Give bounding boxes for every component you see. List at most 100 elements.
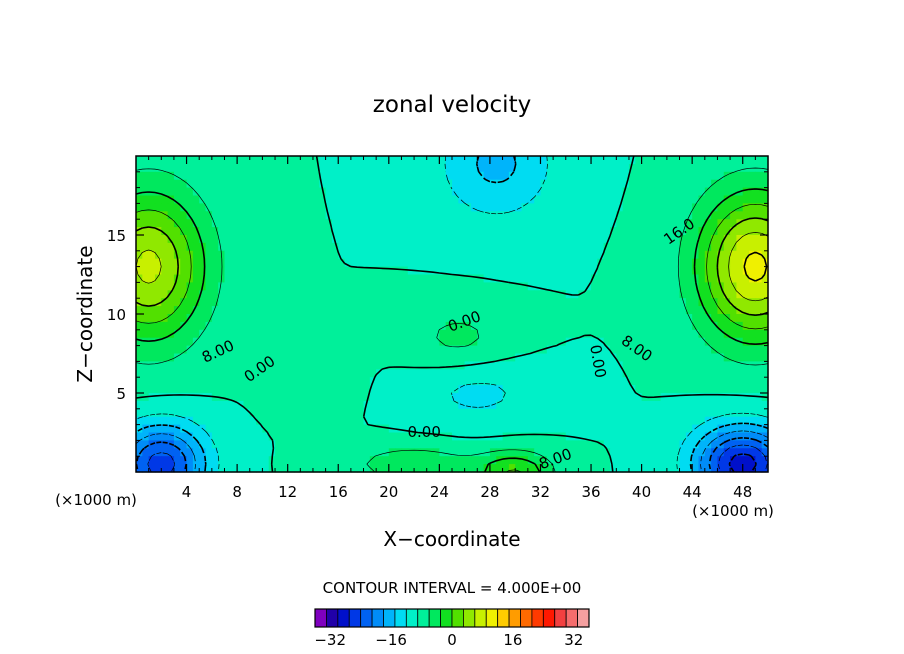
field-cell [534,235,542,244]
field-cell [572,298,579,307]
field-cell [294,274,301,283]
field-cell [553,195,561,204]
field-cell [154,337,162,347]
field-cell [395,432,403,441]
field-cell [591,456,598,465]
field-cell [723,156,731,165]
field-cell [420,171,428,181]
field-cell [281,290,289,299]
field-cell [294,337,301,347]
field-cell [294,163,301,173]
field-cell [439,274,447,283]
field-cell [723,345,731,355]
field-cell [211,171,219,181]
field-cell [237,211,245,220]
field-cell [521,282,529,291]
field-cell [616,211,624,220]
field-cell [319,306,327,315]
field-cell [553,369,561,378]
field-cell [610,393,617,402]
field-cell [262,385,270,394]
field-cell [534,321,542,331]
field-cell [736,242,744,252]
field-cell [717,195,725,204]
field-cell [243,408,251,418]
field-cell [559,203,567,212]
field-cell [306,282,314,291]
field-cell [704,432,712,441]
field-cell [673,235,681,244]
field-cell [749,385,756,394]
field-cell [192,464,200,473]
field-cell [369,266,377,276]
field-cell [230,377,238,386]
field-cell [363,163,371,173]
field-cell [736,369,744,378]
field-cell [205,179,213,189]
field-cell [635,219,643,228]
field-cell [420,163,428,173]
field-cell [161,163,169,173]
field-cell [382,369,390,378]
field-cell [616,219,624,228]
field-cell [426,219,434,228]
field-cell [641,424,649,434]
field-cell [173,171,181,181]
field-cell [660,298,668,307]
field-cell [616,464,624,473]
field-cell [540,393,548,402]
field-cell [395,156,403,165]
field-cell [388,353,396,362]
field-cell [243,456,251,465]
field-cell [458,195,466,204]
field-cell [647,361,655,370]
field-cell [388,250,396,260]
field-cell [180,424,188,434]
field-cell [338,337,346,347]
field-cell [635,306,643,315]
field-cell [180,361,188,370]
field-cell [584,448,592,457]
field-cell [742,203,750,212]
field-cell [218,329,226,339]
field-cell [761,321,769,331]
field-cell [723,337,731,347]
field-cell [344,464,352,473]
field-cell [647,282,655,291]
field-cell [369,203,377,212]
field-cell [692,408,700,418]
field-cell [736,400,744,410]
field-cell [319,250,327,260]
field-cell [319,266,327,276]
field-cell [211,385,219,394]
field-cell [654,345,662,355]
field-cell [268,187,276,197]
field-cell [401,179,409,189]
field-cell [685,424,693,434]
field-cell [136,361,143,370]
field-cell [154,456,162,465]
field-cell [704,235,712,244]
field-cell [736,377,744,386]
field-cell [312,393,320,402]
field-cell [211,337,219,347]
field-cell [154,432,162,441]
field-cell [439,377,447,386]
field-cell [470,179,478,189]
field-cell [698,314,706,323]
field-cell [717,385,725,394]
field-cell [205,282,213,291]
field-cell [224,258,232,268]
field-cell [464,314,472,323]
field-cell [218,353,226,362]
field-cell [711,321,719,331]
field-cell [211,258,219,268]
field-cell [350,171,358,181]
field-cell [597,385,605,394]
field-cell [300,369,308,378]
field-cell [357,314,365,323]
field-cell [496,290,504,299]
field-cell [199,211,207,220]
field-cell [660,424,668,434]
field-cell [578,242,586,252]
